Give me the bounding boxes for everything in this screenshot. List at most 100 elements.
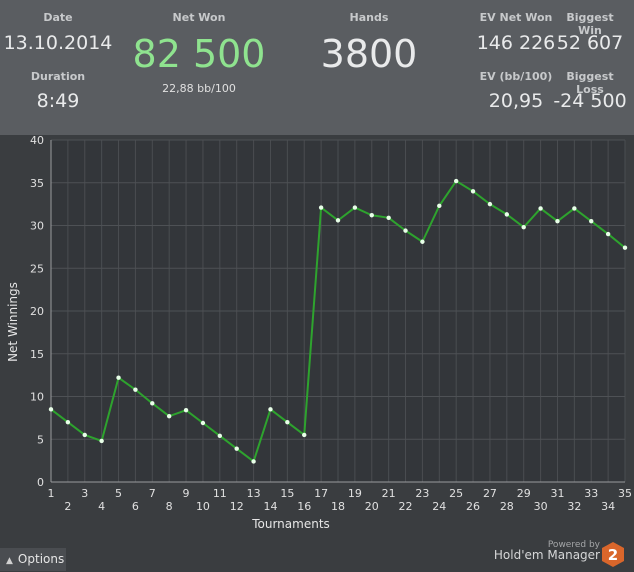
data-point [504, 212, 510, 217]
x-tick-label: 26 [466, 500, 480, 513]
chart-labels: 0510152025303540123456789101112131415161… [6, 135, 632, 531]
data-point [268, 407, 273, 412]
biggest-win-label: Biggest Win [566, 11, 614, 37]
data-point [437, 203, 442, 209]
x-tick-label: 35 [618, 487, 632, 500]
x-tick-label: 7 [149, 487, 156, 500]
hands-label: Hands [349, 11, 389, 24]
data-point [622, 245, 628, 250]
net-won-bb100: 22,88 bb/100 [162, 82, 236, 95]
data-point [555, 219, 560, 224]
x-tick-label: 12 [230, 500, 244, 513]
x-tick-label: 22 [399, 500, 413, 513]
y-tick-label: 5 [37, 433, 44, 446]
data-point [318, 205, 324, 210]
x-tick-label: 1 [48, 487, 55, 500]
x-tick-label: 10 [196, 500, 210, 513]
biggest-loss-value: -24 500 [553, 90, 627, 112]
x-tick-label: 25 [449, 487, 463, 500]
x-tick-label: 28 [500, 500, 514, 513]
x-tick-label: 5 [115, 487, 122, 500]
data-point [420, 239, 425, 244]
y-tick-label: 35 [30, 177, 44, 190]
data-point [470, 189, 476, 194]
data-point [48, 407, 54, 412]
y-tick-label: 15 [30, 348, 44, 361]
x-tick-label: 13 [247, 487, 261, 500]
x-tick-label: 4 [98, 500, 105, 513]
data-point [538, 206, 543, 211]
x-tick-label: 20 [365, 500, 379, 513]
data-point [166, 413, 172, 419]
data-point [352, 205, 358, 210]
data-point [99, 438, 104, 444]
ev-net-won-label: EV Net Won [479, 11, 553, 24]
y-axis-title: Net Winnings [6, 282, 20, 362]
data-point [521, 225, 526, 230]
date-value: 13.10.2014 [3, 32, 113, 54]
caret-up-icon: ▲ [6, 556, 13, 566]
net-winnings-chart: 0510152025303540123456789101112131415161… [6, 135, 632, 531]
data-point [302, 432, 307, 438]
powered-by-label: Powered by [547, 540, 600, 550]
data-point [335, 218, 341, 223]
ev-bb100-value: 20,95 [488, 90, 544, 112]
duration-value: 8:49 [36, 90, 80, 112]
x-tick-label: 33 [584, 487, 598, 500]
biggest-loss-label: Biggest Loss [566, 70, 614, 96]
x-tick-label: 3 [81, 487, 88, 500]
x-tick-label: 23 [415, 487, 429, 500]
x-tick-label: 29 [517, 487, 531, 500]
y-tick-label: 20 [30, 305, 44, 318]
x-tick-label: 18 [331, 500, 345, 513]
x-tick-label: 21 [382, 487, 396, 500]
date-label: Date [43, 11, 73, 24]
data-point [200, 420, 206, 426]
data-point [487, 201, 493, 207]
options-button[interactable]: ▲ Options [0, 548, 66, 571]
x-tick-label: 16 [297, 500, 311, 513]
biggest-win-value: 52 607 [556, 32, 624, 54]
ev-net-won-value: 146 226 [476, 32, 556, 54]
chart-series [48, 178, 628, 464]
stats-panel: Date 13.10.2014 Duration 8:49 Net Won 82… [0, 0, 634, 135]
svg-text:2: 2 [608, 546, 618, 564]
x-tick-label: 31 [550, 487, 564, 500]
x-tick-label: 30 [534, 500, 548, 513]
y-tick-label: 10 [30, 391, 44, 404]
data-point [183, 407, 189, 413]
options-label: Options [17, 552, 65, 566]
x-tick-label: 11 [213, 487, 227, 500]
data-point [251, 459, 256, 464]
data-point [605, 231, 611, 237]
x-tick-label: 6 [132, 500, 139, 513]
data-point [285, 419, 290, 425]
x-tick-label: 8 [166, 500, 173, 513]
hands-value: 3800 [320, 32, 418, 76]
x-tick-label: 9 [183, 487, 190, 500]
net-won-value: 82 500 [132, 32, 266, 76]
data-point [589, 219, 594, 224]
x-tick-label: 27 [483, 487, 497, 500]
data-point [234, 446, 239, 451]
brand-label: Hold'em Manager [493, 548, 600, 562]
data-point [386, 215, 391, 221]
y-tick-label: 0 [37, 476, 44, 489]
chart-axes [50, 140, 625, 483]
data-point [217, 433, 223, 439]
ev-bb100-label: EV (bb/100) [479, 70, 553, 83]
x-tick-label: 19 [348, 487, 362, 500]
data-point [150, 401, 155, 406]
y-tick-label: 30 [30, 220, 44, 233]
x-tick-label: 2 [64, 500, 71, 513]
data-point [82, 432, 87, 438]
data-point [116, 375, 121, 380]
data-point [65, 419, 71, 425]
data-point [572, 206, 577, 211]
y-tick-label: 40 [30, 135, 44, 147]
holdem-manager-logo-icon: 2 [602, 542, 624, 567]
data-point [403, 228, 408, 233]
data-point [369, 213, 374, 218]
duration-label: Duration [30, 70, 86, 83]
net-won-label: Net Won [172, 11, 226, 24]
